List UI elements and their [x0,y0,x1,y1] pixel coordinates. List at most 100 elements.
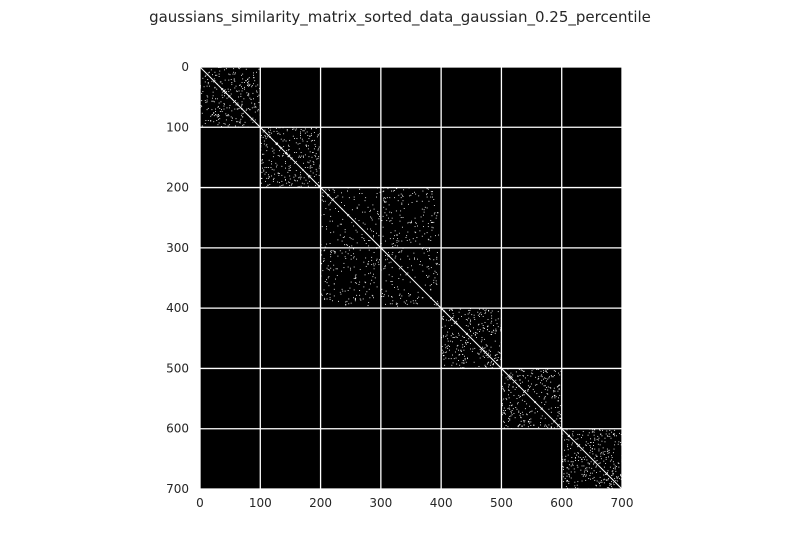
heatmap-cell [462,346,464,348]
heatmap-cell [500,330,502,332]
heatmap-cell [530,375,532,377]
heatmap-cell [433,273,435,275]
heatmap-cell [594,437,596,439]
heatmap-cell [435,235,437,237]
heatmap-cell [351,221,353,223]
heatmap-cell [215,111,216,112]
heatmap-cell [566,480,568,482]
heatmap-cell [313,132,315,134]
heatmap-cell [482,346,484,348]
heatmap-cell [577,456,579,458]
heatmap-cell [614,441,616,443]
heatmap-cell [433,259,435,261]
heatmap-cell [473,317,475,319]
heatmap-cell [331,200,333,202]
heatmap-cell [492,325,494,326]
heatmap-cell [441,346,443,348]
heatmap-cell [536,384,538,385]
heatmap-cell [577,438,579,440]
heatmap-cell [491,334,493,335]
heatmap-cell [225,113,227,115]
heatmap-cell [397,288,399,290]
heatmap-cell [547,386,549,388]
heatmap-cell [422,270,424,272]
heatmap-cell [224,95,226,97]
heatmap-cell [485,366,487,368]
heatmap-cell [423,211,425,213]
heatmap-cell [572,435,574,437]
heatmap-cell [248,95,250,97]
heatmap-cell [366,291,368,293]
heatmap-cell [310,140,312,142]
heatmap-cell [200,104,202,106]
heatmap-cell [483,327,485,329]
heatmap-cell [329,299,331,300]
heatmap-cell [374,263,376,265]
heatmap-cell [218,115,219,117]
heatmap-cell [288,168,290,170]
heatmap-cell [240,95,242,97]
heatmap-cell [471,335,473,337]
heatmap-cell [218,118,219,120]
heatmap-cell [423,252,425,254]
heatmap-cell [566,429,568,431]
heatmap-cell [265,145,267,147]
heatmap-cell [370,228,371,230]
heatmap-cell [579,444,581,446]
heatmap-cell [386,214,388,216]
heatmap-cell [613,463,615,465]
heatmap-cell [329,269,330,271]
heatmap-cell [241,90,243,92]
heatmap-cell [215,114,216,115]
heatmap-cell [600,455,602,457]
heatmap-cell [407,203,409,205]
heatmap-cell [458,349,459,351]
heatmap-cell [470,330,471,332]
y-tick-label: 300 [166,241,189,255]
heatmap-cell [502,385,503,387]
heatmap-cell [487,318,489,320]
heatmap-cell [427,223,429,225]
heatmap-cell [385,208,387,210]
heatmap-cell [225,91,227,93]
heatmap-cell [430,236,432,238]
heatmap-cell [605,473,607,475]
heatmap-cell [441,349,443,351]
heatmap-cell [446,346,448,348]
heatmap-cell [388,252,389,253]
heatmap-cell [211,80,213,82]
heatmap-cell [299,142,301,144]
heatmap-cell [260,142,262,144]
heatmap-cell [366,228,368,230]
heatmap-cell [252,121,254,123]
heatmap-cell [565,485,567,487]
heatmap-cell [383,200,385,202]
heatmap-cell [559,423,561,425]
heatmap-cell [398,252,400,253]
heatmap-cell [445,357,447,359]
heatmap-cell [221,94,223,96]
heatmap-cell [421,297,423,299]
heatmap-cell [470,343,471,345]
heatmap-cell [445,351,447,353]
heatmap-cell [396,241,398,243]
heatmap-cell [567,479,569,481]
heatmap-cell [600,481,602,483]
heatmap-cell [517,402,519,404]
heatmap-cell [328,188,330,190]
heatmap-cell [300,176,302,178]
heatmap-cell [333,250,335,252]
heatmap-cell [265,138,267,140]
heatmap-cell [233,78,235,80]
heatmap-cell [383,296,385,297]
heatmap-cell [478,323,480,325]
heatmap-cell [605,433,607,435]
heatmap-cell [240,86,242,88]
heatmap-cell [356,242,358,244]
heatmap-cell [537,411,538,413]
heatmap-cell [574,481,576,483]
heatmap-cell [519,379,521,381]
heatmap-cell [377,261,379,263]
heatmap-cell [309,166,311,168]
heatmap-cell [248,85,250,87]
